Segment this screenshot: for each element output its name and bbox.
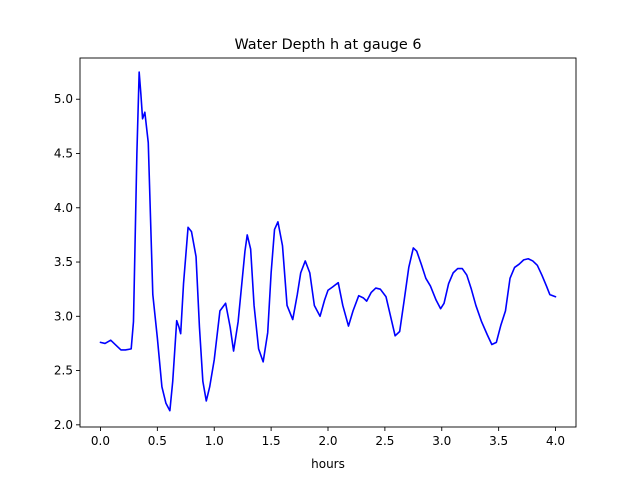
y-tick-label: 4.5: [54, 147, 73, 161]
y-tick-label: 2.5: [54, 364, 73, 378]
x-tick-label: 0.5: [148, 434, 167, 448]
x-tick-label: 1.0: [205, 434, 224, 448]
y-tick-label: 5.0: [54, 92, 73, 106]
x-tick-label: 2.0: [318, 434, 337, 448]
y-tick-label: 4.0: [54, 201, 73, 215]
chart-title: Water Depth h at gauge 6: [234, 37, 421, 53]
x-axis-label: hours: [311, 457, 345, 471]
x-tick-label: 0.0: [91, 434, 110, 448]
plot-area: 0.0 0.5 1.0 1.5 2.0 2.5 3.0 3.5 4.0 2.0 2.5 3.0 3.5 4…: [54, 57, 577, 448]
x-tick-label: 3.5: [489, 434, 508, 448]
x-tick-label: 1.5: [262, 434, 281, 448]
x-tick-label: 3.0: [432, 434, 451, 448]
y-tick-label: 3.5: [54, 255, 73, 269]
y-tick-label: 2.0: [54, 418, 73, 432]
x-tick-label: 4.0: [546, 434, 565, 448]
x-tick-label: 2.5: [375, 434, 394, 448]
series-line-1: [99, 71, 557, 412]
y-tick-label: 3.0: [54, 309, 73, 323]
